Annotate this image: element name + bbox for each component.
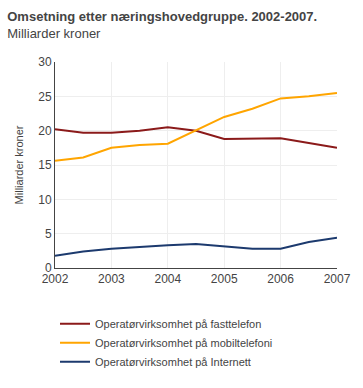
svg-text:20: 20: [38, 124, 52, 138]
svg-text:Operatørvirksomhet på fasttele: Operatørvirksomhet på fasttelefon: [95, 318, 261, 330]
svg-text:30: 30: [38, 55, 52, 69]
svg-text:2005: 2005: [211, 272, 238, 286]
svg-text:5: 5: [45, 227, 52, 241]
svg-text:2003: 2003: [98, 272, 125, 286]
svg-text:2002: 2002: [42, 272, 69, 286]
svg-text:15: 15: [38, 158, 52, 172]
svg-text:0: 0: [45, 261, 52, 275]
svg-text:10: 10: [38, 193, 52, 207]
svg-text:2007: 2007: [324, 272, 351, 286]
svg-text:Milliarder kroner: Milliarder kroner: [13, 125, 25, 204]
svg-text:Omsetning etter næringshovedgr: Omsetning etter næringshovedgruppe. 2002…: [7, 9, 317, 41]
svg-text:Operatørvirksomhet på mobiltel: Operatørvirksomhet på mobiltelefoni: [95, 337, 272, 349]
svg-text:2006: 2006: [267, 272, 294, 286]
svg-text:25: 25: [38, 90, 52, 104]
svg-text:Operatørvirksomhet på Internet: Operatørvirksomhet på Internett: [95, 356, 251, 368]
svg-text:2004: 2004: [154, 272, 181, 286]
